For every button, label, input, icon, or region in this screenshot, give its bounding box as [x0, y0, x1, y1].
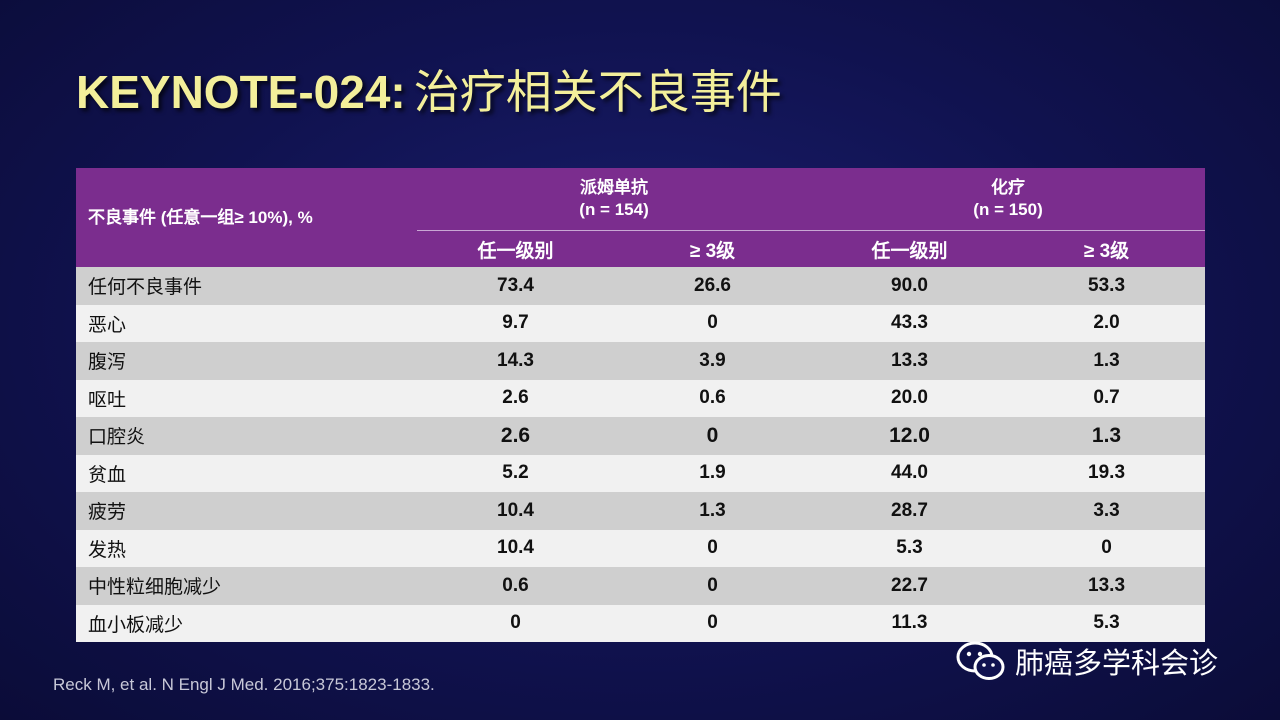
- table-cell: 1.3: [1008, 417, 1206, 455]
- table-cell: 14.3: [417, 342, 614, 380]
- table-cell: 12.0: [811, 417, 1009, 455]
- reference-citation: Reck M, et al. N Engl J Med. 2016;375:18…: [53, 675, 435, 694]
- event-name: 贫血: [76, 454, 417, 492]
- row-header-label: 不良事件 (任意一组≥ 10%), %: [88, 207, 313, 227]
- table-cell: 9.7: [417, 304, 614, 342]
- table-cell: 19.3: [1008, 454, 1206, 492]
- table-cell: 0.7: [1008, 379, 1206, 417]
- table-row: 疲劳 10.4 1.3 28.7 3.3: [76, 492, 1206, 530]
- subheader-any-grade: 任一级别: [811, 230, 1009, 267]
- event-name: 中性粒细胞减少: [76, 567, 417, 605]
- subheader-grade3: ≥ 3级: [1008, 230, 1206, 267]
- table-cell: 2.0: [1008, 304, 1206, 342]
- table-cell: 0: [614, 567, 812, 605]
- event-name: 口腔炎: [76, 417, 417, 455]
- table-row: 贫血 5.2 1.9 44.0 19.3: [76, 454, 1206, 492]
- group-n: (n = 150): [973, 200, 1043, 219]
- subheader-any-grade: 任一级别: [417, 230, 614, 267]
- watermark: 肺癌多学科会诊: [955, 640, 1218, 682]
- subheader-grade3: ≥ 3级: [614, 230, 812, 267]
- title-main: 治疗相关不良事件: [413, 65, 782, 119]
- table-cell: 20.0: [811, 379, 1009, 417]
- group-n: (n = 154): [579, 200, 649, 219]
- table-cell: 44.0: [811, 454, 1009, 492]
- table-cell: 13.3: [1008, 567, 1206, 605]
- group-name: 派姆单抗: [580, 178, 648, 197]
- table-cell: 22.7: [811, 567, 1009, 605]
- table-row: 血小板减少 0 0 11.3 5.3: [76, 604, 1206, 642]
- table-cell: 0: [614, 417, 812, 455]
- table-cell: 5.2: [417, 454, 614, 492]
- table-cell: 1.3: [614, 492, 812, 530]
- table-cell: 26.6: [614, 267, 812, 305]
- table-cell: 0.6: [417, 567, 614, 605]
- table-cell: 28.7: [811, 492, 1009, 530]
- slide-title: KEYNOTE-024: 治疗相关不良事件: [76, 56, 782, 122]
- table-cell: 10.4: [417, 492, 614, 530]
- table-cell: 2.6: [417, 379, 614, 417]
- table-row: 中性粒细胞减少 0.6 0 22.7 13.3: [76, 567, 1206, 605]
- table-cell: 43.3: [811, 304, 1009, 342]
- table-cell: 0: [614, 304, 812, 342]
- table-cell: 10.4: [417, 529, 614, 567]
- table-row: 口腔炎 2.6 0 12.0 1.3: [76, 417, 1206, 455]
- table-cell: 1.3: [1008, 342, 1206, 380]
- table-cell: 73.4: [417, 267, 614, 305]
- group-header-pembrolizumab: 派姆单抗 (n = 154): [417, 168, 812, 231]
- table-row: 恶心 9.7 0 43.3 2.0: [76, 304, 1206, 342]
- table-row: 呕吐 2.6 0.6 20.0 0.7: [76, 379, 1206, 417]
- wechat-icon: [956, 641, 1005, 680]
- table-cell: 5.3: [811, 529, 1009, 567]
- table-row: 任何不良事件 73.4 26.6 90.0 53.3: [76, 267, 1206, 305]
- table-cell: 90.0: [811, 267, 1009, 305]
- table-cell: 0: [614, 604, 812, 642]
- table-row: 发热 10.4 0 5.3 0: [76, 529, 1206, 567]
- table-cell: 0: [1008, 529, 1206, 567]
- table-header-row: 不良事件 (任意一组≥ 10%), % 派姆单抗 (n = 154) 化疗 (n…: [76, 168, 1206, 231]
- table-cell: 1.9: [614, 454, 812, 492]
- event-name: 发热: [76, 529, 417, 567]
- title-prefix: KEYNOTE-024:: [76, 66, 406, 118]
- table-cell: 5.3: [1008, 604, 1206, 642]
- event-name: 血小板减少: [76, 604, 417, 642]
- table-cell: 13.3: [811, 342, 1009, 380]
- table-cell: 53.3: [1008, 267, 1206, 305]
- group-header-chemotherapy: 化疗 (n = 150): [811, 168, 1206, 231]
- table-cell: 0.6: [614, 379, 812, 417]
- table-cell: 2.6: [417, 417, 614, 455]
- adverse-events-table: 不良事件 (任意一组≥ 10%), % 派姆单抗 (n = 154) 化疗 (n…: [76, 168, 1206, 642]
- table-row: 腹泻 14.3 3.9 13.3 1.3: [76, 342, 1206, 380]
- table-cell: 11.3: [811, 604, 1009, 642]
- event-name: 任何不良事件: [76, 267, 417, 305]
- group-name: 化疗: [991, 178, 1026, 197]
- table-cell: 0: [417, 604, 614, 642]
- table-cell: 3.9: [614, 342, 812, 380]
- table-cell: 3.3: [1008, 492, 1206, 530]
- event-name: 疲劳: [76, 492, 417, 530]
- watermark-text: 肺癌多学科会诊: [1015, 646, 1219, 680]
- event-name: 腹泻: [76, 342, 417, 380]
- table-cell: 0: [614, 529, 812, 567]
- table-subheader-row: 任一级别 ≥ 3级 任一级别 ≥ 3级: [76, 230, 1206, 267]
- event-name: 呕吐: [76, 379, 417, 417]
- event-name: 恶心: [76, 304, 417, 342]
